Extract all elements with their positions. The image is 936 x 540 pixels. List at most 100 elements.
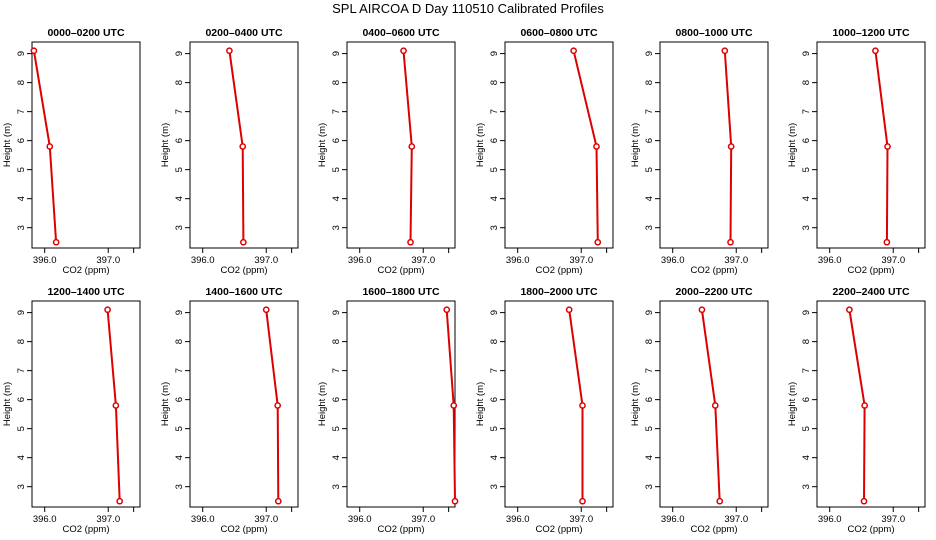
y-tick-label: 7 (644, 109, 655, 114)
panel-title: 1200–1400 UTC (47, 286, 124, 298)
profile-point (579, 497, 586, 505)
x-tick-label: 397.0 (569, 255, 593, 266)
y-axis-label: Height (m) (787, 123, 798, 167)
y-tick-label: 5 (174, 167, 185, 172)
y-tick-label: 4 (801, 196, 812, 201)
y-tick-label: 9 (174, 310, 185, 315)
profile-point (240, 238, 247, 246)
x-tick-label: 397.0 (881, 514, 905, 525)
y-tick-label: 9 (489, 51, 500, 56)
y-axis-label: Height (m) (475, 123, 486, 167)
y-axis-label: Height (m) (317, 382, 328, 426)
plot-frame (659, 300, 769, 508)
y-tick-label: 6 (489, 138, 500, 143)
profile-point (112, 402, 120, 409)
y-axis-label: Height (m) (2, 123, 13, 167)
plot-frame (346, 300, 456, 508)
y-axis-label: Height (m) (317, 123, 328, 167)
y-tick-label: 8 (489, 339, 500, 344)
y-tick-label: 5 (801, 167, 812, 172)
y-axis-label: Height (m) (630, 382, 641, 426)
y-tick-label: 7 (331, 109, 342, 114)
x-tick-label: 397.0 (569, 514, 593, 525)
x-tick-label: 397.0 (254, 514, 278, 525)
y-tick-label: 6 (331, 138, 342, 143)
profile-point (274, 402, 282, 409)
x-tick-label: 396.0 (661, 255, 685, 266)
y-tick-label: 3 (331, 225, 342, 230)
profile-point (846, 306, 853, 314)
y-tick-label: 8 (644, 339, 655, 344)
y-tick-label: 6 (644, 138, 655, 143)
plot-frame (189, 41, 299, 249)
x-tick-label: 396.0 (818, 255, 842, 266)
panel-title: 1800–2000 UTC (520, 286, 597, 298)
y-tick-label: 9 (644, 310, 655, 315)
y-tick-label: 5 (174, 426, 185, 431)
plot-frame (816, 300, 926, 508)
y-tick-label: 9 (801, 51, 812, 56)
y-tick-label: 9 (331, 51, 342, 56)
x-tick-label: 396.0 (33, 514, 57, 525)
profile-point (716, 497, 724, 505)
profile-point (711, 402, 719, 409)
profile-point (872, 47, 879, 55)
panel-title: 0400–0600 UTC (362, 27, 439, 39)
x-axis-label: CO2 (ppm) (378, 265, 425, 276)
profile-point (883, 238, 891, 246)
y-tick-label: 8 (16, 339, 27, 344)
y-axis-label: Height (m) (2, 382, 13, 426)
profile-point (46, 143, 54, 150)
x-axis-label: CO2 (ppm) (221, 524, 268, 535)
y-tick-label: 5 (331, 426, 342, 431)
y-tick-label: 3 (16, 484, 27, 489)
plot-frame (504, 41, 614, 249)
x-axis-label: CO2 (ppm) (848, 524, 895, 535)
x-axis-label: CO2 (ppm) (63, 524, 110, 535)
y-tick-label: 6 (801, 397, 812, 402)
y-tick-label: 5 (16, 426, 27, 431)
panel-title: 2200–2400 UTC (832, 286, 909, 298)
x-tick-label: 396.0 (348, 255, 372, 266)
profile-point (116, 497, 124, 505)
x-tick-label: 396.0 (191, 255, 215, 266)
y-tick-label: 6 (16, 397, 27, 402)
y-tick-label: 6 (174, 138, 185, 143)
y-tick-label: 4 (174, 196, 185, 201)
x-tick-label: 396.0 (348, 514, 372, 525)
panel-title: 0200–0400 UTC (205, 27, 282, 39)
profile-point (104, 306, 111, 314)
y-tick-label: 8 (331, 339, 342, 344)
y-tick-label: 3 (801, 484, 812, 489)
panel-title: 2000–2200 UTC (675, 286, 752, 298)
plot-frame (504, 300, 614, 508)
y-tick-label: 4 (16, 196, 27, 201)
y-tick-label: 4 (489, 196, 500, 201)
plot-frame (31, 300, 141, 508)
panel-title: 0800–1000 UTC (675, 27, 752, 39)
y-tick-label: 8 (801, 80, 812, 85)
y-tick-label: 7 (174, 368, 185, 373)
y-tick-label: 6 (489, 397, 500, 402)
y-tick-label: 4 (644, 196, 655, 201)
x-axis-label: CO2 (ppm) (378, 524, 425, 535)
profile-point (884, 143, 891, 150)
profile-point (565, 306, 573, 314)
y-tick-label: 6 (16, 138, 27, 143)
y-tick-label: 7 (489, 109, 500, 114)
x-tick-label: 397.0 (411, 514, 435, 525)
x-tick-label: 396.0 (506, 514, 530, 525)
y-tick-label: 3 (489, 225, 500, 230)
profile-point (451, 497, 459, 505)
y-axis-label: Height (m) (160, 382, 171, 426)
y-tick-label: 3 (644, 484, 655, 489)
